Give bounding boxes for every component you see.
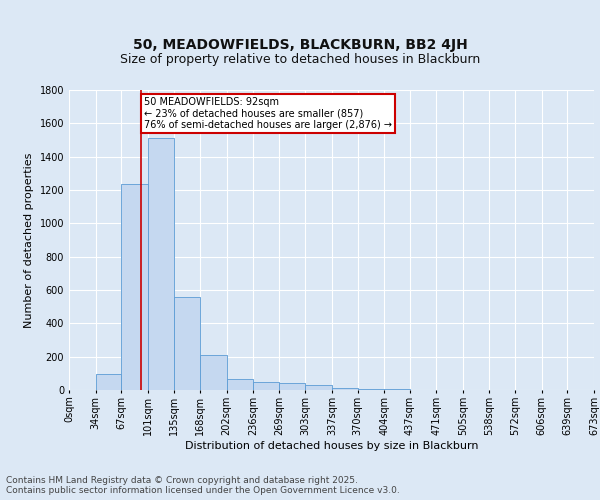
Bar xyxy=(200,355,227,390)
Bar xyxy=(121,184,148,390)
Text: Size of property relative to detached houses in Blackburn: Size of property relative to detached ho… xyxy=(120,53,480,66)
Bar xyxy=(305,385,332,390)
Bar xyxy=(384,389,410,390)
Bar xyxy=(358,389,384,390)
X-axis label: Distribution of detached houses by size in Blackburn: Distribution of detached houses by size … xyxy=(185,440,478,450)
Bar xyxy=(148,138,175,390)
Text: 50 MEADOWFIELDS: 92sqm
← 23% of detached houses are smaller (857)
76% of semi-de: 50 MEADOWFIELDS: 92sqm ← 23% of detached… xyxy=(144,96,392,130)
Bar xyxy=(279,384,305,390)
Bar xyxy=(332,388,358,390)
Bar xyxy=(253,382,279,390)
Text: Contains HM Land Registry data © Crown copyright and database right 2025.
Contai: Contains HM Land Registry data © Crown c… xyxy=(6,476,400,495)
Bar xyxy=(95,374,121,390)
Bar xyxy=(227,379,253,390)
Text: 50, MEADOWFIELDS, BLACKBURN, BB2 4JH: 50, MEADOWFIELDS, BLACKBURN, BB2 4JH xyxy=(133,38,467,52)
Bar xyxy=(175,296,200,390)
Y-axis label: Number of detached properties: Number of detached properties xyxy=(24,152,34,328)
